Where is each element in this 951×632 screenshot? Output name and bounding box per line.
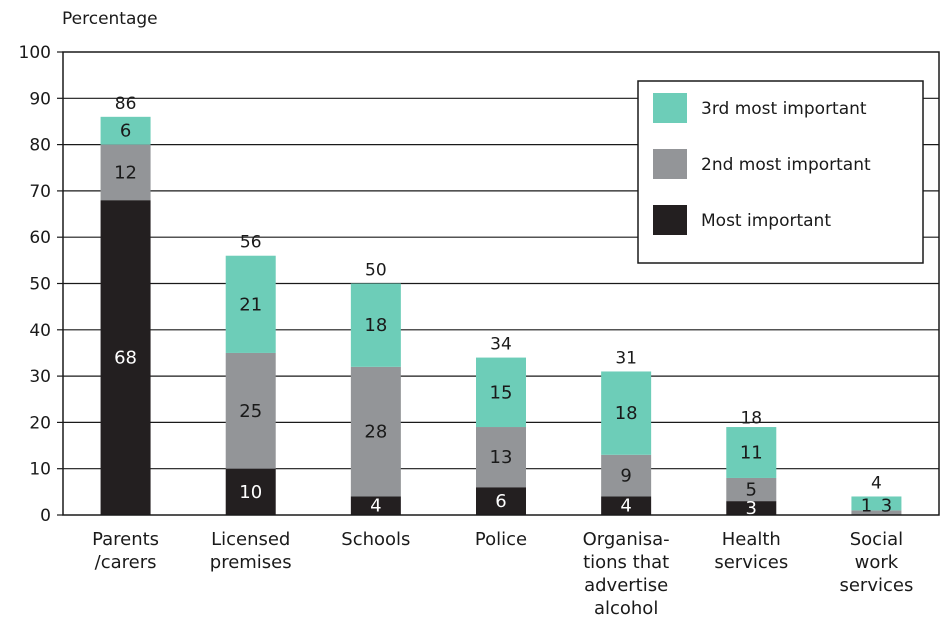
- bar-segment: [726, 427, 777, 478]
- segment-label: 13: [490, 447, 513, 468]
- total-label: 4: [871, 473, 882, 493]
- bar-segment: [100, 116, 151, 145]
- total-label: 50: [365, 261, 387, 281]
- bar-segment: [601, 371, 652, 455]
- y-axis-ticks: 0 10 20 30 40 50 60 70 80 90 100: [19, 43, 63, 526]
- segment-label: 68: [114, 348, 137, 369]
- bar-stack: 4 28 18 50: [350, 261, 401, 517]
- legend-swatch: [653, 93, 687, 123]
- bar-segment: [100, 144, 151, 201]
- total-label: 34: [490, 335, 512, 355]
- total-label: 18: [740, 409, 762, 429]
- category-label: Schools: [341, 529, 410, 550]
- category-label: Police: [475, 529, 527, 550]
- bar-segment: [100, 200, 151, 515]
- grid-lines: [63, 97, 939, 470]
- y-tick-label: 70: [29, 182, 51, 202]
- total-label: 56: [240, 233, 262, 253]
- bar-segment: [350, 283, 401, 367]
- segment-label: 11: [740, 442, 763, 463]
- segment-label: 1: [861, 496, 872, 517]
- category-label: Organisa-tions that advertise alcohol: [583, 529, 670, 619]
- bar-segment: [225, 352, 276, 469]
- y-tick-label: 0: [40, 506, 51, 526]
- bar-stack: 6 13 15 34: [476, 335, 526, 515]
- segment-label: 4: [370, 496, 381, 517]
- legend-swatch: [653, 149, 687, 179]
- y-axis-label: Percentage: [62, 9, 158, 29]
- y-tick-label: 60: [29, 228, 51, 248]
- bar-segment: [851, 496, 902, 511]
- bar-stack: 10 25 21 56: [225, 233, 276, 515]
- segment-label: 18: [615, 403, 638, 424]
- bar-segment: [476, 357, 526, 428]
- bar-segment: [225, 468, 276, 515]
- segment-label: 6: [120, 121, 131, 142]
- y-tick-label: 40: [29, 321, 51, 341]
- y-tick-label: 10: [29, 460, 51, 480]
- plot-frame: [62, 51, 940, 516]
- segment-label: 9: [620, 466, 631, 487]
- bars: 6812686102521564281850613153449183135111…: [100, 94, 902, 519]
- total-label: 31: [615, 348, 637, 368]
- segment-label: 18: [364, 315, 387, 336]
- bar-segment: [476, 427, 526, 488]
- bar-segment: [225, 255, 276, 353]
- segment-label: 5: [746, 480, 757, 501]
- y-tick-label: 20: [29, 413, 51, 433]
- category-label: Social work services: [839, 529, 913, 596]
- segment-label: 6: [495, 491, 506, 512]
- segment-label: 3: [746, 498, 757, 519]
- segment-label: 28: [364, 422, 387, 443]
- legend-label: Most important: [701, 211, 831, 231]
- bar-stack: 4 9 18 31: [601, 348, 652, 517]
- legend-label: 2nd most important: [701, 155, 871, 175]
- bar-segment: [726, 477, 777, 502]
- bar-segment: [476, 487, 526, 515]
- category-label: Health services: [714, 529, 788, 573]
- bar-segment: [350, 496, 401, 515]
- legend-item: 2nd most important: [653, 149, 871, 179]
- y-tick-label: 100: [19, 43, 51, 63]
- segment-label: 15: [490, 382, 513, 403]
- bar-segment: [601, 496, 652, 515]
- category-label: Licensed premises: [210, 529, 292, 573]
- segment-label: 12: [114, 162, 137, 183]
- bar-segment: [601, 454, 652, 497]
- y-tick-label: 90: [29, 89, 51, 109]
- bar-segment: [350, 366, 401, 497]
- bar-stack: 1 3 4: [851, 473, 902, 517]
- legend-swatch: [653, 205, 687, 235]
- bar-stack: 68 12 6 86: [100, 94, 151, 515]
- x-axis-labels: Parents/carers Licensed premises Schools Pol…: [92, 529, 913, 619]
- segment-label: 10: [239, 482, 262, 503]
- bar-segment: [726, 501, 777, 515]
- y-tick-label: 50: [29, 275, 51, 295]
- y-tick-label: 80: [29, 136, 51, 156]
- segment-label: 4: [620, 496, 631, 517]
- legend-label: 3rd most important: [701, 99, 867, 119]
- segment-label: 25: [239, 401, 262, 422]
- legend-item: 3rd most important: [653, 93, 867, 123]
- total-label: 86: [115, 94, 137, 114]
- segment-label: 21: [239, 294, 262, 315]
- y-tick-label: 30: [29, 367, 51, 387]
- legend-item: Most important: [653, 205, 831, 235]
- segment-label: 3: [881, 496, 892, 517]
- bar-segment: [851, 510, 902, 515]
- legend: 3rd most important 2nd most important Most…: [637, 80, 924, 264]
- category-label: Parents/carers: [92, 529, 159, 573]
- bar-stack: 35 11 18: [726, 409, 777, 519]
